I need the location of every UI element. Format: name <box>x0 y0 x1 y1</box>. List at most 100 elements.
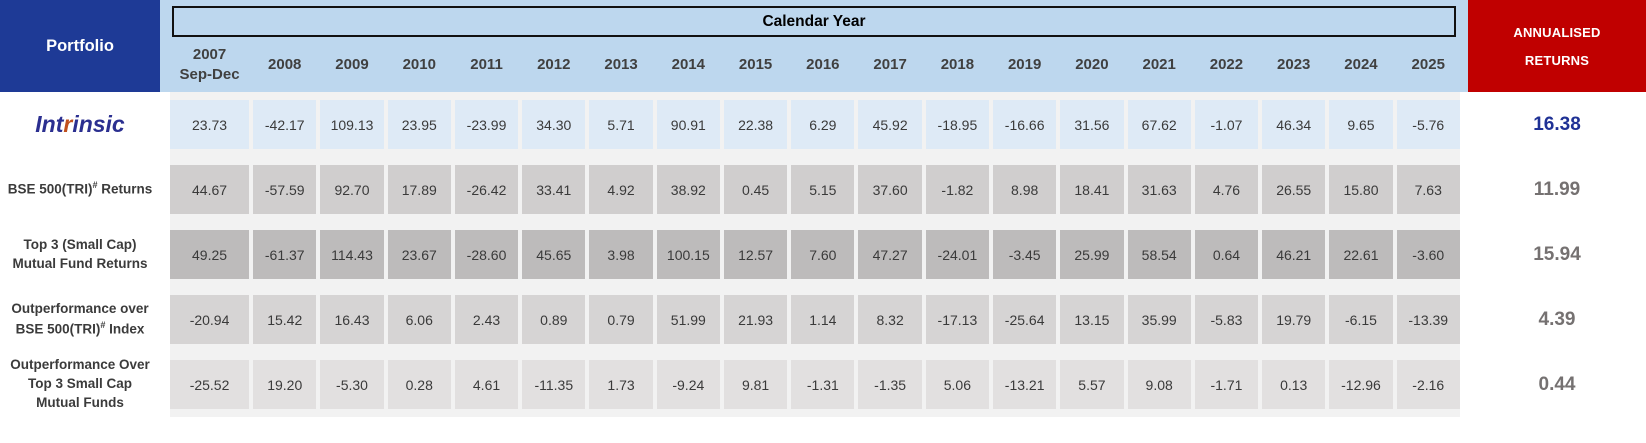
value-cell: 5.71 <box>589 100 653 149</box>
value-cell: 9.81 <box>723 360 788 409</box>
value-cell: 0.13 <box>1262 360 1326 409</box>
value-cell: 49.25 <box>170 230 250 279</box>
value-cell: 38.92 <box>656 165 720 214</box>
value-cell: 8.98 <box>993 165 1057 214</box>
value-cell: 45.92 <box>858 100 922 149</box>
value-cell: -1.82 <box>925 165 990 214</box>
table-body: Intrinsic 23.73 -42.17 109.13 23.95 -23.99 34.… <box>0 92 1646 417</box>
annualised-returns-header: ANNUALISED RETURNS <box>1468 0 1646 92</box>
annualised-header-line2: RETURNS <box>1524 52 1590 68</box>
value-cell: 0.28 <box>387 360 451 409</box>
value-cell: -12.96 <box>1329 360 1393 409</box>
value-cell: -6.15 <box>1329 295 1393 344</box>
value-cell: -25.64 <box>993 295 1057 344</box>
annualised-value: 4.39 <box>1468 287 1646 352</box>
value-cell: 19.20 <box>253 360 317 409</box>
value-cell: 33.41 <box>522 165 586 214</box>
value-cell: -18.95 <box>925 100 990 149</box>
value-cell: 3.98 <box>589 230 653 279</box>
year-header-2023: 2023 <box>1277 55 1311 73</box>
value-cell: -25.52 <box>170 360 250 409</box>
row-label: Top 3 (Small Cap) Mutual Fund Returns <box>0 222 160 287</box>
year-header-2018: 2018 <box>940 55 975 73</box>
year-header-2021: 2021 <box>1142 55 1176 73</box>
value-cell: -20.94 <box>170 295 250 344</box>
value-cell: -5.76 <box>1396 100 1460 149</box>
value-cell: 114.43 <box>320 230 384 279</box>
value-cell: -13.39 <box>1396 295 1460 344</box>
value-cell: -57.59 <box>253 165 317 214</box>
year-header-2025: 2025 <box>1411 55 1445 73</box>
value-cell: -11.35 <box>522 360 586 409</box>
value-cell: 46.21 <box>1262 230 1326 279</box>
value-cell: 4.76 <box>1194 165 1259 214</box>
value-cell: 46.34 <box>1262 100 1326 149</box>
value-cell: -16.66 <box>993 100 1057 149</box>
value-cell: 26.55 <box>1262 165 1326 214</box>
value-cell: 90.91 <box>656 100 720 149</box>
table-row: Outperformance Over Top 3 Small Cap Mutual… <box>0 352 1646 417</box>
value-cell: 21.93 <box>723 295 788 344</box>
year-header-2011: 2011 <box>470 55 503 73</box>
value-cell: 31.56 <box>1060 100 1124 149</box>
table-row: BSE 500(TRI)# Returns 44.67 -57.59 92.70 17.… <box>0 157 1646 222</box>
value-cell: -1.07 <box>1194 100 1259 149</box>
year-headers: 2007 Sep-Dec 2008 2009 2010 2011 2012 2013 2014 2… <box>160 37 1468 92</box>
value-cell: -13.21 <box>993 360 1057 409</box>
value-cell: 92.70 <box>320 165 384 214</box>
year-header-2012: 2012 <box>537 55 571 73</box>
value-cell: 6.29 <box>791 100 855 149</box>
annualised-value: 15.94 <box>1468 222 1646 287</box>
year-cells: 49.25 -61.37 114.43 23.67 -28.60 45.65 3.98 100… <box>170 222 1460 287</box>
value-cell: 4.61 <box>454 360 519 409</box>
value-cell: 0.45 <box>723 165 788 214</box>
value-cell: 5.15 <box>791 165 855 214</box>
value-cell: 1.14 <box>791 295 855 344</box>
value-cell: 100.15 <box>656 230 720 279</box>
value-cell: 31.63 <box>1127 165 1191 214</box>
row-label: Outperformance Over Top 3 Small Cap Mutual… <box>0 352 160 417</box>
value-cell: -9.24 <box>656 360 720 409</box>
annualised-value: 11.99 <box>1468 157 1646 222</box>
year-cells: -25.52 19.20 -5.30 0.28 4.61 -11.35 1.73 -9.24 9… <box>170 352 1460 417</box>
value-cell: -1.71 <box>1194 360 1259 409</box>
year-header-2009: 2009 <box>335 55 369 73</box>
value-cell: -3.60 <box>1396 230 1460 279</box>
value-cell: -5.30 <box>320 360 384 409</box>
value-cell: 47.27 <box>858 230 922 279</box>
value-cell: 44.67 <box>170 165 250 214</box>
value-cell: 23.73 <box>170 100 250 149</box>
value-cell: 51.99 <box>656 295 720 344</box>
table-row: Top 3 (Small Cap) Mutual Fund Returns 49.2… <box>0 222 1646 287</box>
value-cell: 17.89 <box>387 165 451 214</box>
value-cell: 1.73 <box>589 360 653 409</box>
value-cell: 45.65 <box>522 230 586 279</box>
value-cell: 23.95 <box>387 100 451 149</box>
value-cell: -3.45 <box>993 230 1057 279</box>
year-header-2013: 2013 <box>604 55 638 73</box>
value-cell: 58.54 <box>1127 230 1191 279</box>
value-cell: -17.13 <box>925 295 990 344</box>
value-cell: 9.08 <box>1127 360 1191 409</box>
value-cell: 19.79 <box>1262 295 1326 344</box>
year-header-2014: 2014 <box>671 55 705 73</box>
value-cell: -1.31 <box>791 360 855 409</box>
value-cell: -5.83 <box>1194 295 1259 344</box>
value-cell: 25.99 <box>1060 230 1124 279</box>
portfolio-header: Portfolio <box>0 0 160 92</box>
value-cell: -26.42 <box>454 165 519 214</box>
value-cell: 0.79 <box>589 295 653 344</box>
value-cell: 5.06 <box>925 360 990 409</box>
value-cell: 6.06 <box>387 295 451 344</box>
table-header: Portfolio Calendar Year 2007 Sep-Dec 2008 2… <box>0 0 1646 92</box>
value-cell: 2.43 <box>454 295 519 344</box>
value-cell: 22.38 <box>723 100 788 149</box>
year-header-2010: 2010 <box>402 55 436 73</box>
year-header-2016: 2016 <box>806 55 840 73</box>
intrinsic-logo: Intrinsic <box>0 92 160 157</box>
year-header-2020: 2020 <box>1075 55 1109 73</box>
year-cells: 23.73 -42.17 109.13 23.95 -23.99 34.30 5.71 90.… <box>170 92 1460 157</box>
year-header-2019: 2019 <box>1007 55 1042 73</box>
year-header-2024: 2024 <box>1344 55 1378 73</box>
